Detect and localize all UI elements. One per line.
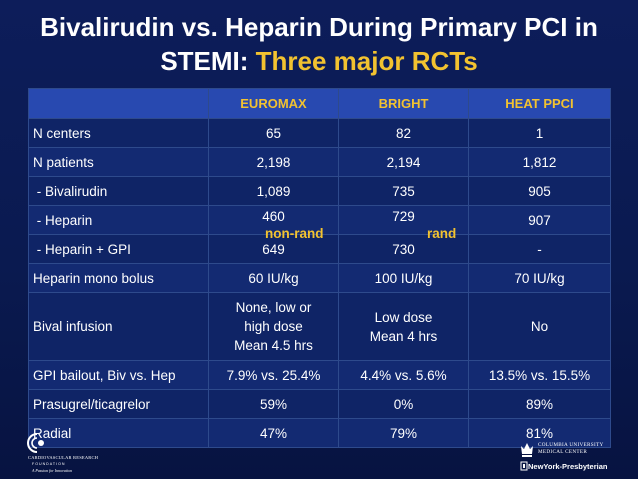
cell-heat-ppci: No bbox=[468, 292, 611, 361]
row-label: Prasugrel/ticagrelor bbox=[28, 389, 209, 419]
table-row: GPI bailout, Biv vs. Hep 7.9% vs. 25.4% … bbox=[28, 360, 611, 390]
table-row: Heparin mono bolus 60 IU/kg 100 IU/kg 70… bbox=[28, 263, 611, 293]
table-row: - Bivalirudin 1,089 735 905 bbox=[28, 176, 611, 206]
title-highlight: Three major RCTs bbox=[255, 46, 478, 76]
title-line-1: Bivalirudin vs. Heparin During Primary P… bbox=[40, 12, 598, 42]
crf-foundation: FOUNDATION bbox=[32, 462, 66, 466]
columbia-medical-center: MEDICAL CENTER bbox=[538, 449, 588, 455]
cell-line: None, low or bbox=[235, 300, 312, 315]
cell-bright: 100 IU/kg bbox=[338, 263, 469, 293]
cell-line: No bbox=[530, 319, 549, 334]
table-row: N patients 2,198 2,194 1,812 bbox=[28, 147, 611, 177]
table-row: Prasugrel/ticagrelor 59% 0% 89% bbox=[28, 389, 611, 419]
table-row: - Heparin + GPI 649 730 - bbox=[28, 234, 611, 264]
cell-line: Mean 4 hrs bbox=[369, 328, 438, 344]
cell-heat-ppci: 13.5% vs. 15.5% bbox=[468, 360, 611, 390]
header-heat-ppci: HEAT PPCI bbox=[468, 88, 611, 119]
header-blank-cell bbox=[28, 88, 209, 119]
cell-euromax: None, low or high dose Mean 4.5 hrs bbox=[208, 292, 339, 361]
cell-heat-ppci: 81% bbox=[468, 418, 611, 448]
cell-bright: Low dose Mean 4 hrs bbox=[338, 292, 469, 361]
cell-heat-ppci: 89% bbox=[468, 389, 611, 419]
row-label: - Bivalirudin bbox=[28, 176, 209, 206]
cell-heat-ppci: 905 bbox=[468, 176, 611, 206]
cell-euromax-value: 460 bbox=[262, 208, 285, 224]
cell-heat-ppci: - bbox=[468, 234, 611, 264]
title-line-2: STEMI: Three major RCTs bbox=[0, 44, 638, 78]
header-row: EUROMAX BRIGHT HEAT PPCI bbox=[28, 88, 611, 119]
columbia-nyp-logo: COLUMBIA UNIVERSITY MEDICAL CENTER NewYo… bbox=[520, 440, 630, 476]
crf-emblem-icon bbox=[26, 433, 44, 453]
cell-line: high dose bbox=[244, 319, 303, 334]
cell-euromax: 47% bbox=[208, 418, 339, 448]
rct-comparison-table: EUROMAX BRIGHT HEAT PPCI N centers 65 82… bbox=[28, 88, 611, 448]
table-row: Bival infusion None, low or high dose Me… bbox=[28, 292, 611, 361]
crf-name: CARDIOVASCULAR RESEARCH bbox=[28, 455, 99, 460]
cell-euromax: 460 non-rand bbox=[208, 205, 339, 241]
title-prefix: STEMI: bbox=[160, 46, 256, 76]
cell-euromax: 649 bbox=[208, 234, 339, 264]
cell-euromax: 1,089 bbox=[208, 176, 339, 206]
row-label: N patients bbox=[28, 147, 209, 177]
table-row: Radial 47% 79% 81% bbox=[28, 418, 611, 448]
row-label: GPI bailout, Biv vs. Hep bbox=[28, 360, 209, 390]
cell-bright: 4.4% vs. 5.6% bbox=[338, 360, 469, 390]
row-label: Bival infusion bbox=[28, 292, 209, 361]
bright-randomization-note: rand bbox=[427, 226, 457, 241]
cell-line: Low dose bbox=[374, 309, 433, 325]
cell-euromax: 65 bbox=[208, 118, 339, 148]
cell-euromax: 7.9% vs. 25.4% bbox=[208, 360, 339, 390]
row-label: N centers bbox=[28, 118, 209, 148]
table-row: N centers 65 82 1 bbox=[28, 118, 611, 148]
cell-bright: 729 rand bbox=[338, 205, 469, 241]
cell-bright-value: 729 bbox=[392, 208, 415, 224]
cell-heat-ppci: 1 bbox=[468, 118, 611, 148]
cell-bright: 82 bbox=[338, 118, 469, 148]
row-label: - Heparin bbox=[28, 205, 209, 235]
euromax-randomization-note: non-rand bbox=[265, 226, 324, 241]
table-row: - Heparin 460 non-rand 729 rand 907 bbox=[28, 205, 611, 241]
header-euromax: EUROMAX bbox=[208, 88, 339, 119]
cell-bright: 2,194 bbox=[338, 147, 469, 177]
cell-bright: 730 bbox=[338, 234, 469, 264]
header-bright: BRIGHT bbox=[338, 88, 469, 119]
cell-line: Mean 4.5 hrs bbox=[234, 338, 313, 353]
nyp-mark-icon bbox=[520, 461, 528, 471]
crf-logo: CARDIOVASCULAR RESEARCH FOUNDATION A Pas… bbox=[26, 432, 104, 476]
cell-euromax: 2,198 bbox=[208, 147, 339, 177]
columbia-name: COLUMBIA UNIVERSITY bbox=[538, 442, 604, 448]
cell-heat-ppci: 1,812 bbox=[468, 147, 611, 177]
cell-bright: 79% bbox=[338, 418, 469, 448]
row-label: - Heparin + GPI bbox=[28, 234, 209, 264]
cell-bright: 0% bbox=[338, 389, 469, 419]
cell-heat-ppci: 907 bbox=[468, 205, 611, 235]
row-label: Radial bbox=[28, 418, 209, 448]
cell-bright: 735 bbox=[338, 176, 469, 206]
crf-tagline: A Passion for Innovation bbox=[32, 468, 73, 473]
row-label: Heparin mono bolus bbox=[28, 263, 209, 293]
cell-heat-ppci: 70 IU/kg bbox=[468, 263, 611, 293]
columbia-crown-icon bbox=[521, 443, 533, 457]
nyp-name: NewYork-Presbyterian bbox=[528, 462, 608, 471]
cell-euromax: 59% bbox=[208, 389, 339, 419]
slide-title: Bivalirudin vs. Heparin During Primary P… bbox=[0, 10, 638, 78]
cell-euromax: 60 IU/kg bbox=[208, 263, 339, 293]
